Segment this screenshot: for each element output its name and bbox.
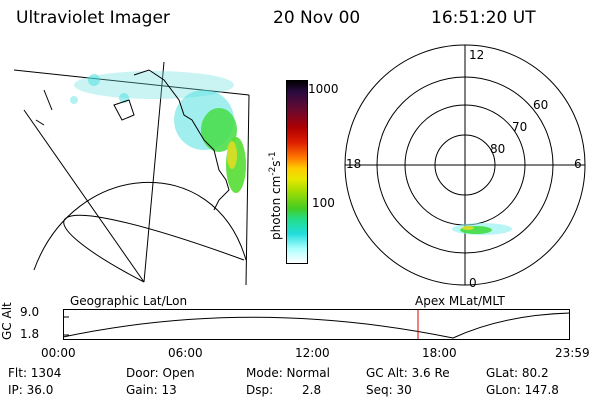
gc-alt-min: 1.8 (20, 327, 40, 341)
orbit-altitude-timeline (63, 309, 571, 340)
gain-value: Gain: 13 (126, 383, 177, 397)
polar-label-0: 0 (469, 276, 477, 290)
time-tick-1800: 18:00 (422, 346, 457, 360)
time-tick-1200: 12:00 (295, 346, 330, 360)
coastline-outline (133, 69, 230, 211)
dsp-value: 2.8 (302, 383, 322, 397)
apex-polar-plot: 12 18 6 0 60 70 80 (344, 44, 586, 290)
lat-label-70: 70 (512, 120, 527, 134)
time-tick-2359: 23:59 (555, 346, 590, 360)
colorbar-tick-1000: 1000 (308, 82, 339, 96)
polar-label-12: 12 (469, 48, 484, 62)
gc-alt-max: 9.0 (20, 305, 40, 319)
ip-value: IP: 36.0 (8, 383, 54, 397)
apex-title: Apex MLat/MLT (415, 294, 505, 308)
lat-label-60: 60 (533, 98, 548, 112)
geographic-title: Geographic Lat/Lon (70, 294, 188, 308)
gc-alt-axis-label: GC Alt (0, 302, 14, 340)
geographic-image-panel (14, 61, 250, 286)
polar-label-6: 6 (574, 157, 582, 171)
door-status: Door: Open (126, 366, 195, 380)
glon-value: GLon: 147.8 (486, 383, 559, 397)
colorbar-tick-100: 100 (312, 196, 335, 210)
polar-label-18: 18 (346, 157, 361, 171)
flight-number: Flt: 1304 (8, 366, 62, 380)
mode-value: Mode: Normal (246, 366, 330, 380)
time-label: 16:51:20 UT (431, 8, 536, 28)
intensity-colorbar (286, 80, 308, 264)
gc-alt-value: GC Alt: 3.6 Re (366, 366, 450, 380)
time-tick-0000: 00:00 (41, 346, 76, 360)
sequence-value: Seq: 30 (366, 383, 412, 397)
glat-value: GLat: 80.2 (486, 366, 549, 380)
altitude-curve (63, 312, 571, 339)
time-tick-0600: 06:00 (168, 346, 203, 360)
instrument-title: Ultraviolet Imager (16, 8, 170, 28)
lat-label-80: 80 (490, 142, 505, 156)
colorbar-unit-label: photon cm-2s-1 (268, 151, 283, 240)
aurora-emission (70, 71, 246, 193)
date-label: 20 Nov 00 (273, 8, 361, 28)
polar-aurora-emission (452, 223, 512, 235)
dsp-label: Dsp: (246, 383, 274, 397)
